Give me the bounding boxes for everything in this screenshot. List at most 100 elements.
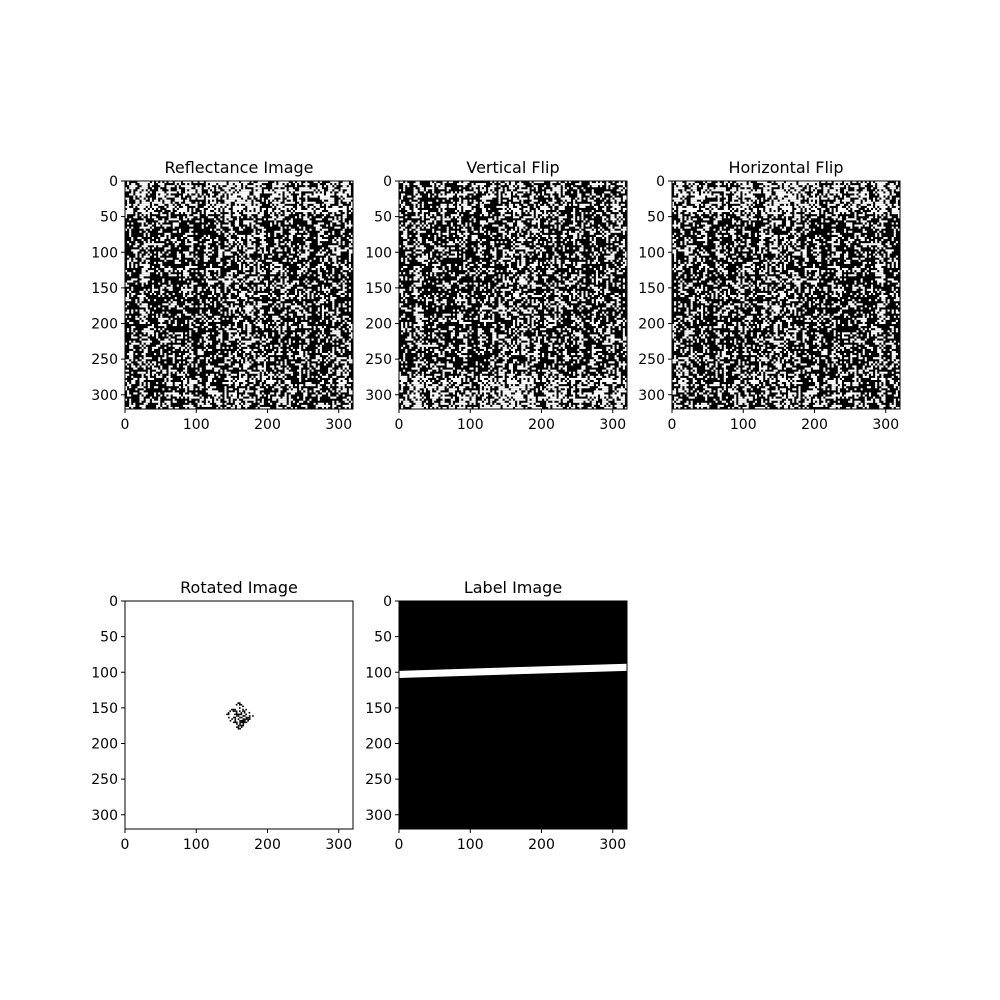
pixel-run (282, 326, 287, 329)
pixel-run (149, 183, 155, 186)
pixel-run (577, 359, 580, 362)
pixel-run (481, 334, 487, 337)
pixel-run (156, 375, 163, 378)
pixel-run (612, 251, 617, 254)
pixel-run (257, 292, 269, 295)
pixel-run (506, 278, 509, 281)
pixel-run (197, 216, 200, 219)
pixel-run (604, 210, 607, 213)
pixel-run (305, 313, 312, 316)
pixel-run (330, 317, 333, 320)
pixel-run (141, 375, 144, 378)
pixel-run (149, 305, 152, 308)
pixel-run (477, 330, 484, 333)
pixel-run (261, 373, 264, 376)
pixel-run (131, 189, 134, 192)
pixel-run (253, 367, 256, 370)
pixel-run (149, 191, 152, 194)
pixel-run (448, 326, 455, 329)
pixel-run (170, 338, 175, 341)
pixel-run (479, 317, 482, 320)
pixel-run (319, 274, 322, 277)
pixel-run (577, 189, 580, 192)
pixel-run (425, 340, 429, 343)
pixel-run (401, 299, 404, 302)
pixel-run (421, 261, 429, 264)
pixel-run (272, 334, 275, 337)
pixel-run (299, 265, 302, 269)
pixel-run (606, 311, 609, 314)
pixel-run (257, 303, 269, 306)
pixel-run (442, 342, 445, 345)
pixel-run (160, 185, 165, 188)
pixel-run (247, 324, 252, 327)
pixel-run (307, 363, 310, 366)
pixel-run (195, 324, 200, 327)
pixel-run (581, 290, 584, 293)
pixel-run (305, 382, 312, 385)
pixel-run (176, 253, 181, 256)
pixel-run (506, 234, 511, 237)
pixel-run (438, 226, 441, 229)
pixel-run (600, 181, 603, 184)
pixel-run (610, 185, 615, 188)
pixel-run (299, 384, 304, 387)
pixel-run (189, 392, 192, 395)
pixel-run (317, 371, 320, 374)
pixel-run (249, 299, 254, 302)
pixel-run (492, 338, 499, 341)
pixel-run (129, 404, 136, 407)
pixel-run (261, 185, 266, 188)
pixel-run (342, 210, 347, 213)
pixel-run (321, 212, 329, 215)
pixel-run (542, 286, 547, 289)
pixel-run (438, 249, 443, 252)
pixel-run (552, 230, 555, 233)
pixel-run (234, 355, 237, 358)
pixel-run (178, 386, 181, 389)
pixel-run (305, 185, 308, 188)
pixel-run (278, 382, 281, 385)
pixel-run (280, 384, 285, 387)
pixel-run (562, 193, 565, 196)
pixel-run (465, 317, 468, 320)
pixel-run (230, 400, 233, 403)
pixel-run (585, 292, 588, 295)
pixel-run (139, 363, 142, 366)
pixel-run (187, 359, 194, 362)
pixel-run (479, 255, 484, 258)
pixel-run (539, 207, 551, 211)
pixel-run (544, 321, 549, 325)
pixel-run (568, 270, 572, 273)
pixel-run (212, 292, 215, 295)
pixel-run (220, 406, 223, 409)
pixel-run (573, 247, 576, 250)
pixel-run (336, 265, 339, 269)
pixel-run (434, 348, 439, 351)
pixel-run (523, 216, 534, 219)
pixel-run (342, 303, 345, 306)
pixel-run (259, 212, 264, 215)
pixel-run (405, 292, 408, 295)
pixel-run (459, 290, 462, 293)
pixel-run (151, 212, 159, 215)
pixel-run (344, 222, 347, 225)
pixel-run (438, 210, 441, 213)
pixel-run (606, 245, 609, 248)
pixel-run (415, 336, 418, 339)
pixel-run (326, 313, 329, 316)
pixel-run (268, 311, 275, 314)
pixel-run (180, 203, 186, 206)
pixel-run (423, 359, 426, 362)
pixel-run (176, 189, 181, 192)
pixel-run (620, 228, 627, 231)
pixel-run (199, 243, 202, 246)
pixel-run (606, 257, 615, 260)
pixel-run (475, 261, 478, 264)
pixel-run (348, 255, 351, 258)
pixel-run (239, 292, 246, 295)
pixel-run (145, 373, 150, 376)
pixel-run (209, 359, 213, 362)
pixel-run (342, 315, 349, 318)
pixel-run (467, 270, 470, 273)
